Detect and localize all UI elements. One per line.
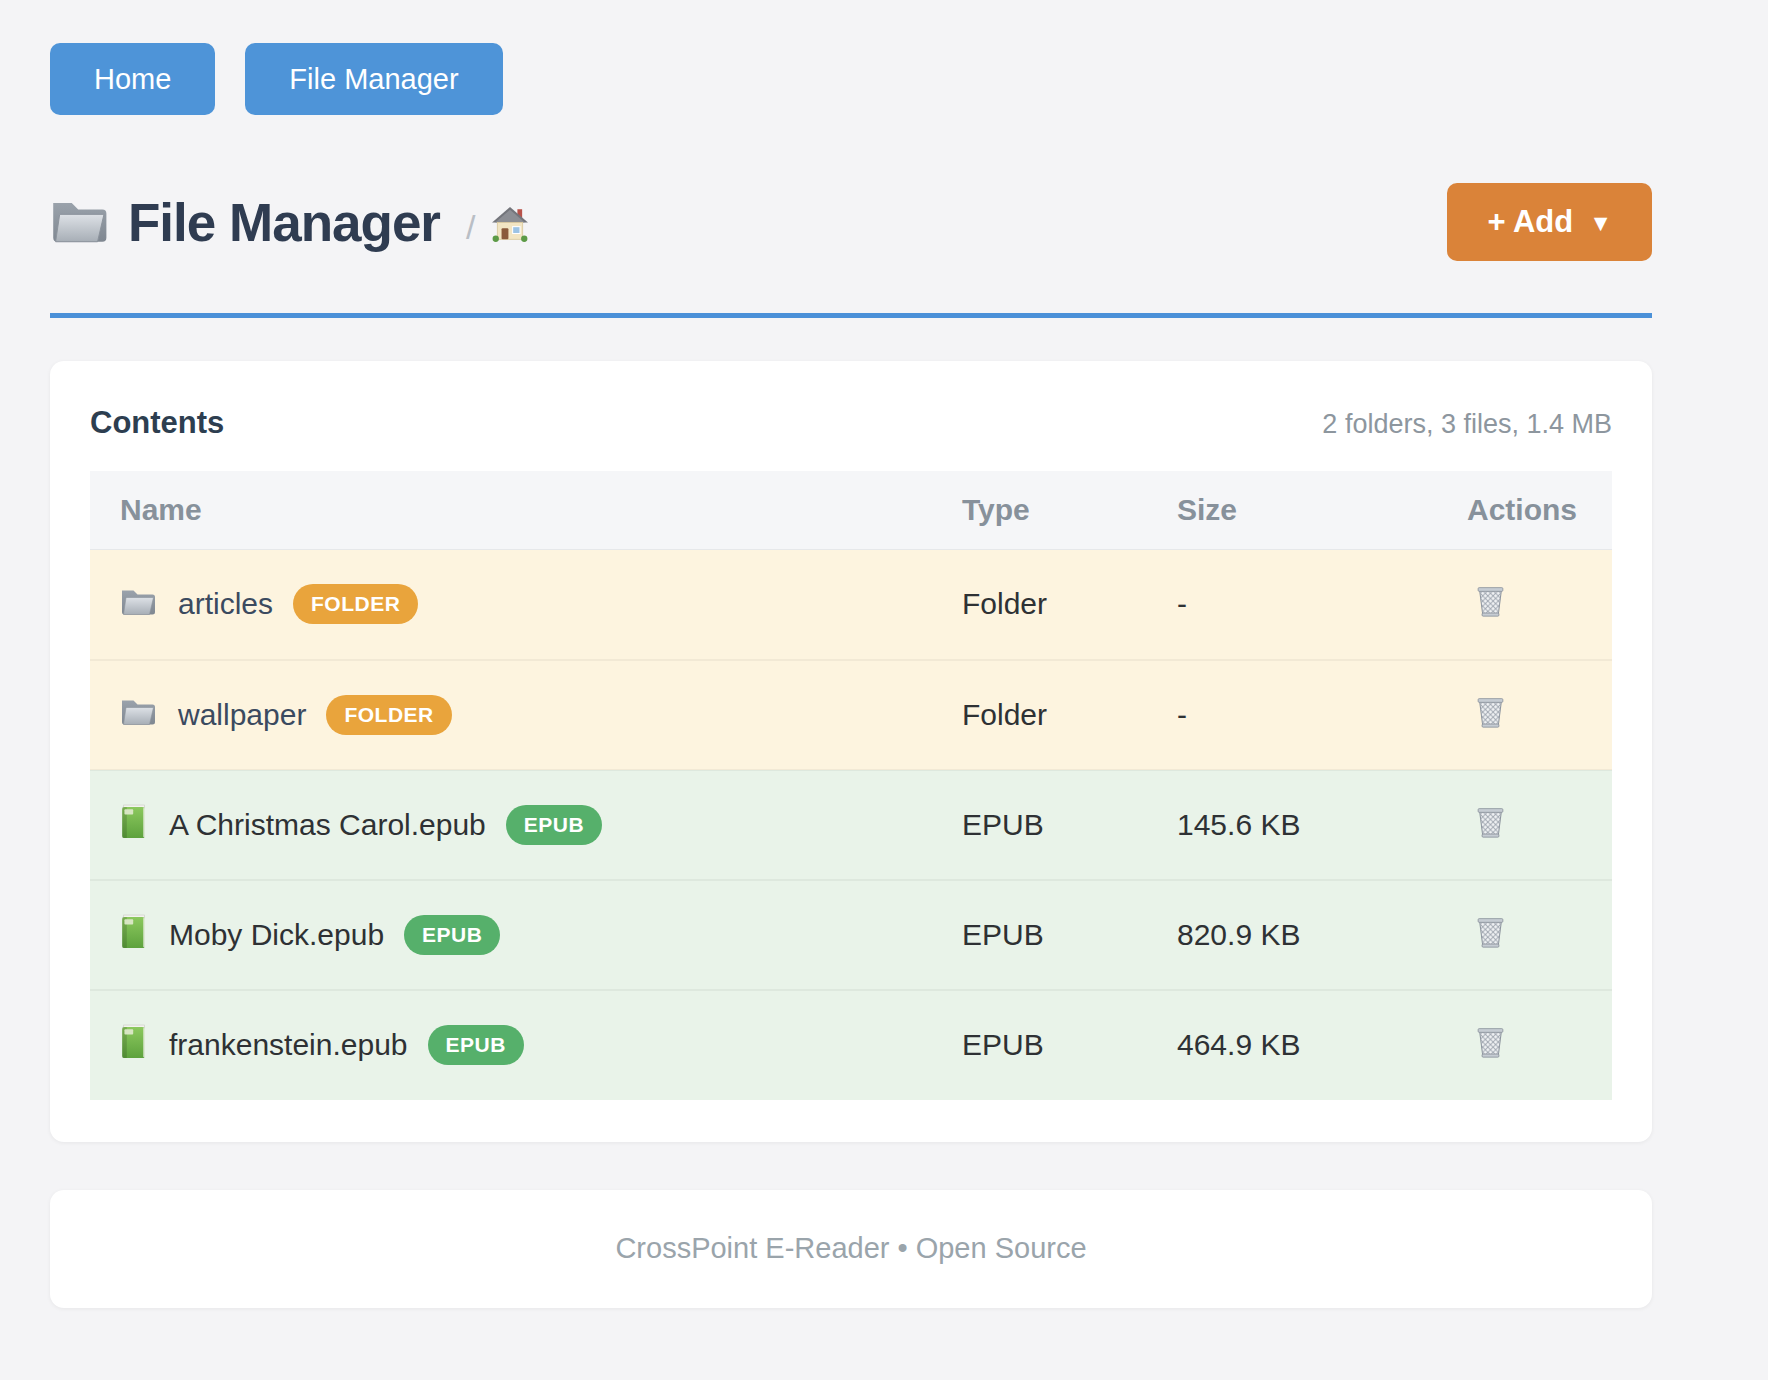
column-header-actions: Actions: [1437, 471, 1612, 550]
size-cell: 464.9 KB: [1147, 990, 1437, 1100]
table-header-row: Name Type Size Actions: [90, 471, 1612, 550]
folder-name-link[interactable]: wallpaper: [178, 698, 306, 732]
folder-badge: FOLDER: [326, 695, 451, 735]
actions-cell: [1437, 550, 1612, 660]
name-cell: Moby Dick.epub EPUB: [90, 880, 932, 990]
actions-cell: [1437, 880, 1612, 990]
type-cell: EPUB: [932, 880, 1147, 990]
name-cell: articles FOLDER: [90, 550, 932, 660]
actions-cell: [1437, 660, 1612, 770]
size-cell: -: [1147, 550, 1437, 660]
column-header-type: Type: [932, 471, 1147, 550]
table-row: A Christmas Carol.epub EPUB EPUB 145.6 K…: [90, 770, 1612, 880]
column-header-name: Name: [90, 471, 932, 550]
trash-icon[interactable]: [1475, 694, 1506, 729]
trash-icon[interactable]: [1475, 1024, 1506, 1059]
file-manager-button[interactable]: File Manager: [245, 43, 502, 115]
size-cell: -: [1147, 660, 1437, 770]
file-table: Name Type Size Actions: [90, 471, 1612, 1100]
contents-summary: 2 folders, 3 files, 1.4 MB: [1322, 409, 1612, 440]
folder-icon: [50, 195, 108, 249]
type-cell: Folder: [932, 660, 1147, 770]
column-header-size: Size: [1147, 471, 1437, 550]
folder-badge: FOLDER: [293, 584, 418, 624]
table-row: wallpaper FOLDER Folder -: [90, 660, 1612, 770]
size-cell: 820.9 KB: [1147, 880, 1437, 990]
top-nav: Home File Manager: [50, 43, 1652, 115]
contents-card-header: Contents 2 folders, 3 files, 1.4 MB: [90, 405, 1612, 441]
home-button[interactable]: Home: [50, 43, 215, 115]
footer-card: CrossPoint E-Reader • Open Source: [50, 1190, 1652, 1308]
add-button[interactable]: + Add ▼: [1447, 183, 1652, 261]
folder-name-link[interactable]: articles: [178, 587, 273, 621]
name-cell: A Christmas Carol.epub EPUB: [90, 770, 932, 880]
name-cell: wallpaper FOLDER: [90, 660, 932, 770]
footer-text: CrossPoint E-Reader • Open Source: [615, 1232, 1086, 1265]
type-cell: Folder: [932, 550, 1147, 660]
epub-badge: EPUB: [506, 805, 602, 845]
type-cell: EPUB: [932, 990, 1147, 1100]
book-icon: [120, 1024, 147, 1066]
file-manager-page: Home File Manager File Manager /: [0, 0, 1768, 1308]
book-icon: [120, 804, 147, 846]
size-cell: 145.6 KB: [1147, 770, 1437, 880]
add-button-label: + Add: [1487, 204, 1573, 240]
trash-icon[interactable]: [1475, 804, 1506, 839]
file-name-link[interactable]: frankenstein.epub: [169, 1028, 408, 1062]
file-name-link[interactable]: Moby Dick.epub: [169, 918, 384, 952]
epub-badge: EPUB: [428, 1025, 524, 1065]
caret-down-icon: ▼: [1589, 210, 1612, 237]
book-icon: [120, 914, 147, 956]
contents-heading: Contents: [90, 405, 224, 441]
breadcrumb-separator: /: [466, 208, 475, 247]
table-row: frankenstein.epub EPUB EPUB 464.9 KB: [90, 990, 1612, 1100]
page-header: File Manager / + Add ▼: [50, 183, 1652, 261]
epub-badge: EPUB: [404, 915, 500, 955]
trash-icon[interactable]: [1475, 583, 1506, 618]
trash-icon[interactable]: [1475, 914, 1506, 949]
name-cell: frankenstein.epub EPUB: [90, 990, 932, 1100]
file-name-link[interactable]: A Christmas Carol.epub: [169, 808, 486, 842]
actions-cell: [1437, 990, 1612, 1100]
type-cell: EPUB: [932, 770, 1147, 880]
table-row: articles FOLDER Folder -: [90, 550, 1612, 660]
header-divider: [50, 313, 1652, 318]
house-icon[interactable]: [491, 206, 529, 246]
title-group: File Manager /: [50, 192, 529, 253]
actions-cell: [1437, 770, 1612, 880]
folder-icon: [120, 586, 156, 623]
folder-icon: [120, 696, 156, 733]
contents-card: Contents 2 folders, 3 files, 1.4 MB Name…: [50, 361, 1652, 1142]
table-row: Moby Dick.epub EPUB EPUB 820.9 KB: [90, 880, 1612, 990]
page-title: File Manager: [128, 192, 440, 253]
